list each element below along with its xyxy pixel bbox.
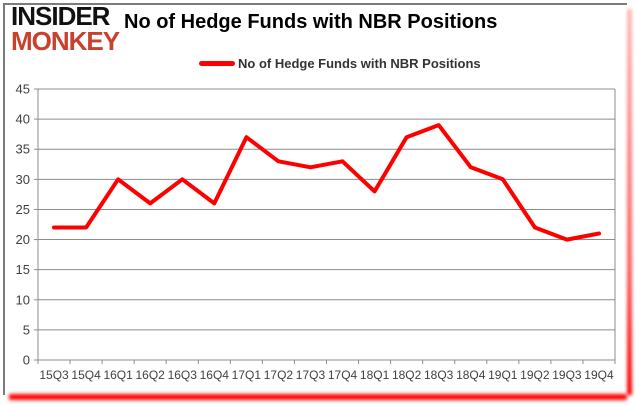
x-tick-label: 19Q4 — [584, 368, 614, 382]
series-line — [52, 123, 601, 242]
y-tick-label: 15 — [16, 262, 30, 277]
x-tick-label: 17Q2 — [264, 368, 294, 382]
x-tick-label: 16Q4 — [200, 368, 230, 382]
x-tick-label: 19Q2 — [520, 368, 550, 382]
x-tick-label: 19Q1 — [488, 368, 518, 382]
insider-monkey-logo: INSIDER MONKEY — [11, 1, 120, 56]
legend-line-swatch — [199, 61, 235, 66]
logo-text-monkey: MONKEY — [11, 26, 120, 56]
x-tick-label: 17Q3 — [296, 368, 326, 382]
red-glow-bottom — [9, 394, 627, 400]
red-glow-right — [627, 9, 632, 395]
y-tick-label: 35 — [16, 142, 30, 157]
y-tick-label: 25 — [16, 202, 30, 217]
x-tick-label: 18Q1 — [360, 368, 390, 382]
logo-text-insider: INSIDER — [11, 1, 110, 31]
y-tick-label: 5 — [23, 322, 30, 337]
y-tick-label: 10 — [16, 292, 30, 307]
legend: No of Hedge Funds with NBR Positions — [199, 56, 481, 71]
x-tick-label: 19Q3 — [552, 368, 582, 382]
x-tick-label: 18Q3 — [424, 368, 454, 382]
x-tick-label: 18Q4 — [456, 368, 486, 382]
x-tick-label: 17Q4 — [328, 368, 358, 382]
y-tick-label: 40 — [16, 112, 30, 127]
chart-title: No of Hedge Funds with NBR Positions — [124, 11, 498, 33]
x-tick-label: 15Q3 — [39, 368, 69, 382]
y-tick-label: 0 — [23, 353, 30, 368]
y-tick-label: 30 — [16, 172, 30, 187]
y-tick-label: 20 — [16, 232, 30, 247]
x-tick-label: 16Q3 — [168, 368, 198, 382]
x-tick-label: 16Q1 — [103, 368, 133, 382]
x-tick-label: 17Q1 — [232, 368, 262, 382]
y-tick-label: 45 — [16, 82, 30, 97]
x-tick-label: 16Q2 — [136, 368, 166, 382]
x-tick-label: 15Q4 — [71, 368, 101, 382]
legend-series-label: No of Hedge Funds with NBR Positions — [238, 56, 481, 71]
x-tick-label: 18Q2 — [392, 368, 422, 382]
